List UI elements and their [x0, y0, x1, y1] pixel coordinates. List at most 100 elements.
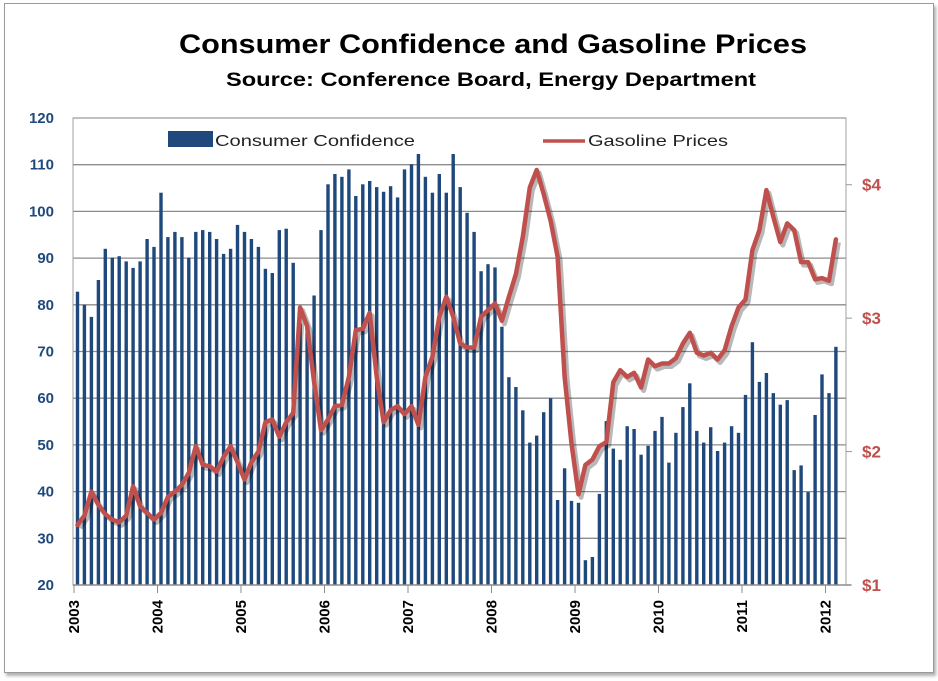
right-axis-tick-label: $2 — [862, 443, 881, 462]
bar-consumer-confidence — [514, 387, 518, 585]
bar-consumer-confidence — [507, 377, 511, 585]
bar-consumer-confidence — [576, 502, 581, 585]
bar-consumer-confidence — [736, 432, 741, 585]
legend-label-gasoline-prices: Gasoline Prices — [588, 133, 728, 150]
bar-consumer-confidence — [430, 192, 435, 585]
bar-consumer-confidence — [368, 181, 372, 585]
bar-consumer-confidence — [444, 192, 448, 585]
bar-consumer-confidence — [535, 435, 539, 585]
bar-consumer-confidence — [660, 416, 664, 585]
bar-consumer-confidence — [354, 196, 358, 585]
bar-consumer-confidence — [110, 257, 114, 585]
bar-consumer-confidence — [333, 174, 337, 585]
x-axis-tick-label: 2011 — [734, 600, 751, 633]
bar-consumer-confidence — [611, 448, 615, 585]
left-axis-tick-label: 110 — [30, 157, 54, 174]
bar-consumer-confidence — [173, 231, 177, 585]
bar-consumer-confidence — [597, 493, 602, 585]
bar-consumer-confidence — [256, 246, 261, 585]
bar-consumer-confidence — [152, 246, 156, 585]
bar-consumer-confidence — [277, 230, 281, 585]
bar-consumer-confidence — [715, 451, 720, 585]
bar-consumer-confidence — [75, 291, 80, 585]
gasoline-price-line — [75, 167, 839, 528]
bar-consumer-confidence — [416, 154, 421, 585]
left-axis-tick-label: 40 — [37, 484, 54, 501]
bar-consumer-confidence — [764, 373, 769, 585]
bar-consumer-confidence — [820, 374, 824, 585]
bar-consumer-confidence — [667, 462, 671, 585]
bar-consumer-confidence — [312, 295, 316, 585]
bar-consumer-confidence — [500, 326, 504, 585]
left-axis-tick-label: 50 — [37, 437, 54, 454]
bar-consumer-confidence — [562, 468, 567, 586]
left-axis-tick-label: 100 — [29, 203, 54, 220]
bar-consumer-confidence — [548, 398, 553, 585]
bar-consumer-confidence — [381, 191, 386, 586]
bar-consumer-confidence — [82, 304, 87, 585]
bar-consumer-confidence — [187, 257, 191, 585]
bar-consumer-confidence — [124, 261, 128, 585]
x-axis-tick-label: 2007 — [400, 600, 417, 633]
bar-consumer-confidence — [674, 432, 678, 585]
bar-consumer-confidence — [806, 492, 810, 585]
bar-consumer-confidence — [465, 212, 469, 586]
bar-consumer-confidence — [319, 230, 323, 585]
bar-consumer-confidence — [618, 459, 622, 585]
bar-consumer-confidence — [458, 187, 462, 585]
bar-consumer-confidence — [695, 430, 699, 585]
bar-consumer-confidence — [409, 164, 414, 585]
bar-consumer-confidence — [813, 415, 817, 585]
gasoline-price-line-group — [75, 167, 841, 530]
bar-consumer-confidence — [834, 346, 838, 585]
x-axis-tick-label: 2004 — [150, 599, 167, 633]
bar-consumer-confidence — [208, 231, 212, 585]
left-axis-tick-label: 90 — [37, 250, 54, 267]
bar-consumer-confidence — [681, 407, 685, 585]
bar-consumer-confidence — [604, 421, 608, 585]
bar-consumer-confidence — [194, 231, 198, 585]
bar-consumer-confidence — [542, 412, 546, 585]
bar-consumer-confidence — [166, 237, 170, 585]
bar-consumer-confidence — [521, 410, 525, 585]
x-axis-tick-label: 2009 — [567, 600, 584, 633]
bar-consumer-confidence — [792, 470, 796, 585]
x-axis-tick-label: 2008 — [484, 600, 501, 633]
bar-consumer-confidence — [827, 393, 831, 585]
chart-subtitle: Source: Conference Board, Energy Departm… — [226, 70, 757, 91]
chart-title: Consumer Confidence and Gasoline Prices — [179, 29, 807, 59]
bar-consumer-confidence — [249, 239, 254, 585]
axes: 20 30 40 50 60 70 80 90 100 110 120 $1 $2 $3 $4 2003 200… — [29, 110, 881, 633]
left-axis-tick-label: 60 — [37, 390, 54, 407]
bar-consumer-confidence — [298, 323, 302, 585]
bar-consumer-confidence — [653, 430, 657, 585]
bar-consumer-confidence — [214, 239, 219, 585]
bar-consumer-confidence — [340, 176, 344, 586]
bar-consumer-confidence — [402, 169, 407, 585]
bar-consumer-confidence — [89, 316, 94, 585]
bar-consumer-confidence — [180, 237, 184, 585]
bar-consumer-confidence — [771, 393, 775, 585]
bar-consumer-confidence — [709, 427, 713, 585]
bar-consumer-confidence — [96, 280, 101, 585]
bar-consumer-confidence — [228, 248, 233, 586]
right-axis-tick-label: $4 — [862, 176, 881, 195]
bar-consumer-confidence — [743, 394, 748, 585]
x-axis-tick-label: 2012 — [818, 600, 835, 633]
bar-consumer-confidence — [388, 186, 393, 585]
bar-consumer-confidence — [437, 174, 441, 585]
bar-consumer-confidence — [291, 262, 295, 585]
bar-consumer-confidence — [103, 248, 107, 586]
bar-consumer-confidence — [242, 231, 247, 585]
bar-consumer-confidence — [625, 426, 629, 585]
bar-consumer-confidence — [131, 267, 135, 585]
bar-consumer-confidence — [326, 184, 330, 586]
bar-consumer-confidence — [305, 328, 309, 585]
bar-consumer-confidence — [486, 264, 490, 585]
bar-consumer-confidence — [472, 231, 476, 585]
x-axis-tick-label: 2003 — [66, 600, 83, 633]
bar-consumer-confidence — [722, 442, 727, 585]
bar-consumer-confidence — [221, 253, 226, 585]
legend: Consumer Confidence Gasoline Prices — [168, 131, 728, 150]
